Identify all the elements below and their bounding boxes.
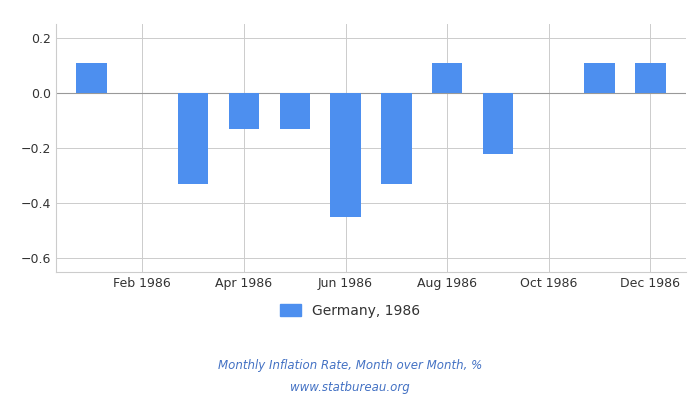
Bar xyxy=(382,93,412,184)
Bar xyxy=(584,62,615,93)
Bar xyxy=(483,93,513,154)
Legend: Germany, 1986: Germany, 1986 xyxy=(274,298,426,323)
Bar xyxy=(76,62,107,93)
Bar xyxy=(432,62,463,93)
Bar xyxy=(330,93,360,217)
Bar xyxy=(178,93,209,184)
Bar xyxy=(229,93,259,129)
Bar xyxy=(635,62,666,93)
Text: Monthly Inflation Rate, Month over Month, %: Monthly Inflation Rate, Month over Month… xyxy=(218,360,482,372)
Text: www.statbureau.org: www.statbureau.org xyxy=(290,381,410,394)
Bar xyxy=(279,93,310,129)
